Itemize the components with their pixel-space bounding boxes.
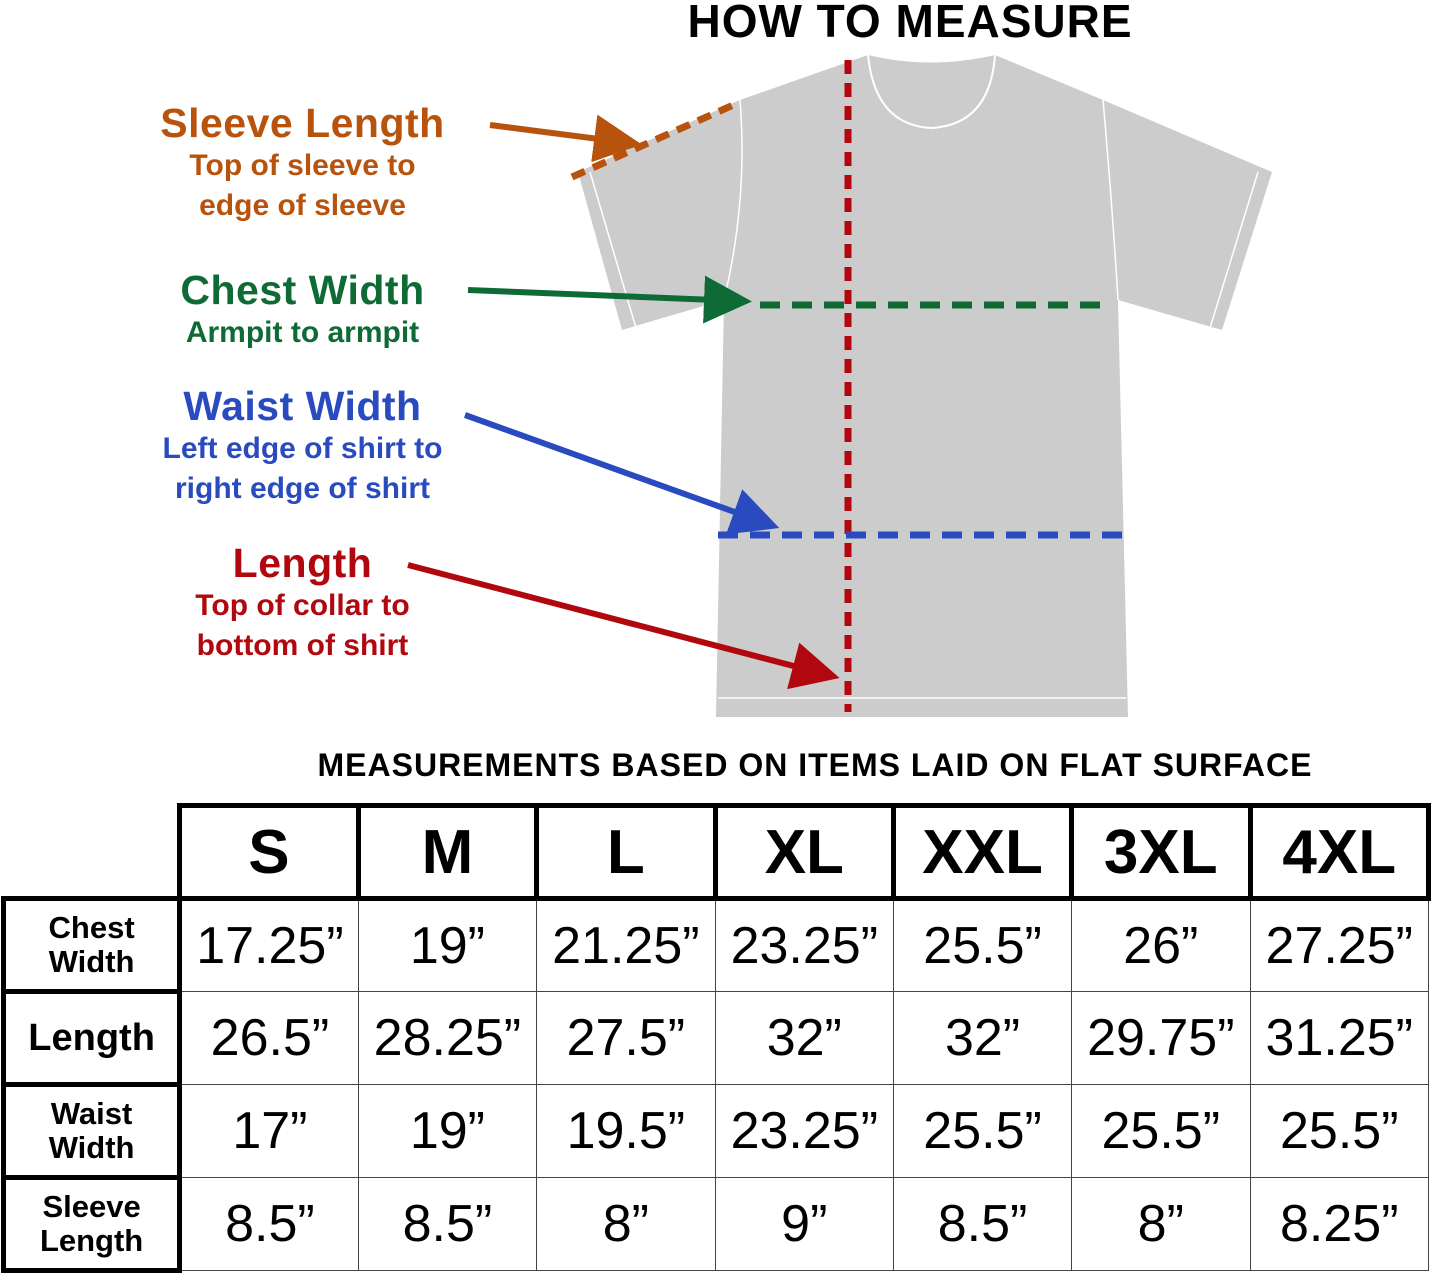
measurement-cell: 25.5” (1249, 1084, 1430, 1178)
measurement-cell: 8.5” (357, 1177, 538, 1271)
size-header: S (177, 803, 361, 901)
row-label-line: Width (48, 944, 135, 979)
measurement-cell: 19” (357, 1084, 538, 1178)
measurement-cell: 17.25” (179, 898, 359, 992)
length-desc-1: Top of collar to (195, 589, 410, 622)
row-label-line: Length (39, 1223, 144, 1258)
row-label: Chest Width (0, 896, 183, 994)
corner-cell (4, 806, 180, 899)
measurement-cell: 27.25” (1249, 898, 1430, 992)
size-chart-table: S M L XL XXL 3XL 4XL Chest Width 17.25” 19”… (0, 803, 1431, 1273)
length-heading: Length (232, 540, 373, 586)
table-row: Length 26.5” 28.25” 27.5” 32” 32” 29.75” 31.25” (0, 989, 1430, 1087)
chest-width-label: Chest Width Armpit to armpit (120, 267, 485, 353)
size-header: M (355, 803, 540, 901)
measurement-cell: 8.5” (893, 1177, 1073, 1271)
measurement-cell: 28.25” (357, 991, 538, 1085)
size-header: XXL (891, 803, 1075, 901)
measurement-cell: 17” (179, 1084, 359, 1178)
measurement-cell: 31.25” (1249, 991, 1430, 1085)
row-label-line: Length (28, 1017, 155, 1059)
page-title: HOW TO MEASURE (687, 0, 1133, 47)
measurement-cell: 9” (714, 1177, 895, 1271)
measurement-cell: 25.5” (893, 1084, 1073, 1178)
chest-width-heading: Chest Width (180, 267, 425, 313)
waist-width-desc-1: Left edge of shirt to (162, 432, 443, 465)
measurement-cell: 23.25” (714, 898, 895, 992)
tshirt-shape (578, 55, 1272, 717)
measurement-cell: 26.5” (179, 991, 359, 1085)
measurement-cell: 8.25” (1249, 1177, 1430, 1271)
measurement-cell: 23.25” (714, 1084, 895, 1178)
waist-width-label: Waist Width Left edge of shirt to right … (110, 383, 495, 509)
measurement-cell: 8” (536, 1177, 716, 1271)
measurement-cell: 21.25” (536, 898, 716, 992)
size-header: XL (712, 803, 897, 901)
measurement-cell: 32” (714, 991, 895, 1085)
table-row: Waist Width 17” 19” 19.5” 23.25” 25.5” 25.5” 25.… (0, 1082, 1430, 1180)
chest-arrow (467, 275, 752, 324)
measurement-cell: 29.75” (1071, 991, 1251, 1085)
length-arrow (407, 562, 840, 690)
row-label-line: Waist (50, 1096, 133, 1131)
measurement-note: MEASUREMENTS BASED ON ITEMS LAID ON FLAT… (317, 747, 1313, 783)
chest-width-desc: Armpit to armpit (185, 316, 420, 349)
measurement-cell: 27.5” (536, 991, 716, 1085)
measurement-cell: 19.5” (536, 1084, 716, 1178)
row-label: Waist Width (0, 1082, 183, 1180)
measurement-cell: 8” (1071, 1177, 1251, 1271)
measurement-cell: 25.5” (1071, 1084, 1251, 1178)
row-label: Sleeve Length (0, 1175, 183, 1273)
size-header-row: S M L XL XXL 3XL 4XL (4, 803, 1431, 901)
size-header: 4XL (1247, 803, 1431, 901)
waist-arrow (463, 412, 780, 535)
sleeve-length-desc-1: Top of sleeve to (189, 149, 416, 182)
measurement-cell: 19” (357, 898, 538, 992)
row-label-line: Chest (48, 910, 135, 945)
collar (867, 54, 996, 130)
measurement-cell: 26” (1071, 898, 1251, 992)
sleeve-length-heading: Sleeve Length (160, 100, 445, 146)
sleeve-measure-line (570, 98, 742, 181)
size-header: L (534, 803, 718, 901)
row-label-line: Sleeve (42, 1189, 141, 1224)
sleeve-length-label: Sleeve Length Top of sleeve to edge of s… (120, 100, 485, 226)
sleeve-arrow (489, 114, 642, 163)
waist-width-desc-2: right edge of shirt (175, 472, 430, 505)
row-label: Length (0, 989, 183, 1087)
row-label-line: Width (48, 1130, 135, 1165)
table-row: Sleeve Length 8.5” 8.5” 8” 9” 8.5” 8” 8.25” (0, 1175, 1430, 1273)
measurement-cell: 25.5” (893, 898, 1073, 992)
table-row: Chest Width 17.25” 19” 21.25” 23.25” 25.5” 26” 2… (0, 896, 1430, 994)
sleeve-length-desc-2: edge of sleeve (199, 189, 406, 222)
measurement-cell: 8.5” (179, 1177, 359, 1271)
waist-width-heading: Waist Width (183, 383, 422, 429)
size-header: 3XL (1069, 803, 1253, 901)
shirt-diagram (407, 54, 1272, 717)
length-desc-2: bottom of shirt (196, 629, 409, 662)
measurement-cell: 32” (893, 991, 1073, 1085)
length-label: Length Top of collar to bottom of shirt (120, 540, 485, 666)
